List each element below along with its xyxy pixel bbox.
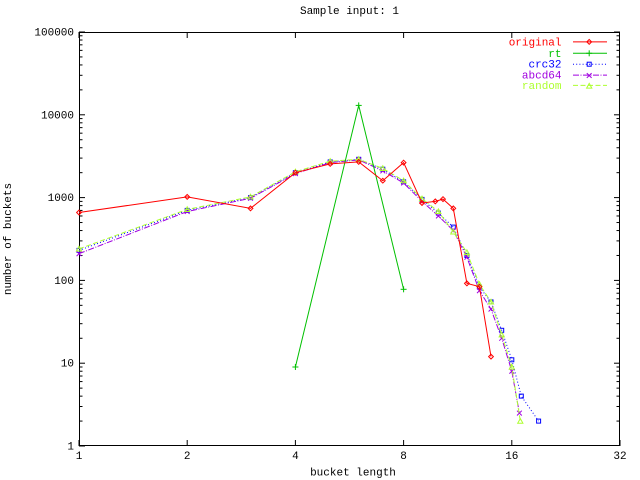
svg-text:100000: 100000 (34, 28, 74, 40)
svg-text:32: 32 (613, 451, 626, 463)
svg-text:1000: 1000 (48, 193, 74, 205)
svg-text:10000: 10000 (41, 110, 74, 122)
svg-text:16: 16 (505, 451, 518, 463)
svg-text:4: 4 (292, 451, 299, 463)
svg-text:1: 1 (67, 442, 74, 454)
svg-text:original: original (509, 38, 562, 50)
svg-text:8: 8 (400, 451, 407, 463)
svg-text:Sample input: 1: Sample input: 1 (300, 6, 399, 18)
svg-text:10: 10 (61, 359, 74, 371)
svg-text:2: 2 (184, 451, 191, 463)
svg-text:1: 1 (76, 451, 83, 463)
svg-text:100: 100 (54, 276, 74, 288)
svg-text:bucket length: bucket length (310, 468, 396, 480)
svg-text:number of buckets: number of buckets (3, 183, 15, 295)
svg-text:random: random (522, 81, 562, 93)
